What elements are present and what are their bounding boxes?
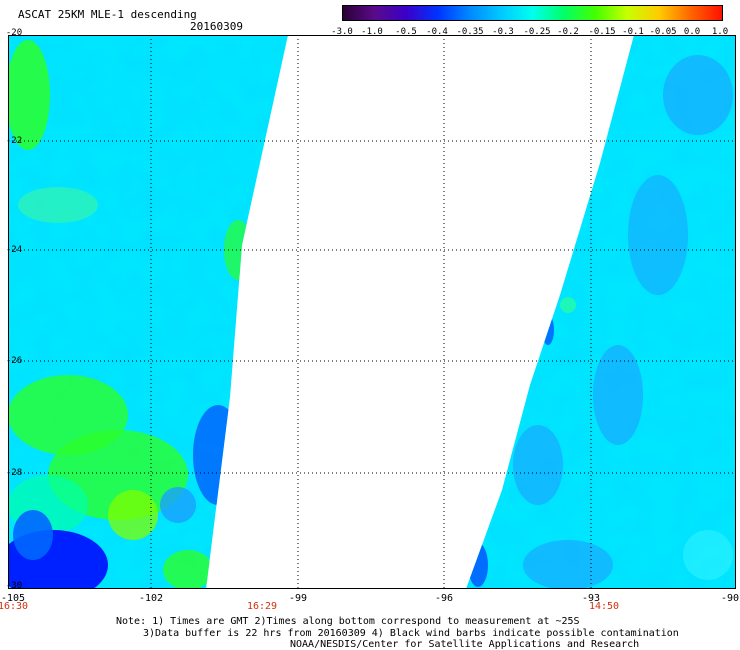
time-label: 14:50 (588, 601, 620, 612)
map-frame (8, 35, 736, 589)
note-line-2: 3)Data buffer is 22 hrs from 20160309 4)… (143, 628, 679, 639)
lat-label: -22 (5, 136, 23, 146)
product-title: ASCAT 25KM MLE-1 descending (18, 8, 197, 21)
left-swath (8, 35, 288, 589)
colorbar-tick: -0.5 (395, 27, 417, 37)
lon-label: -96 (434, 593, 454, 604)
colorbar-tick: -0.15 (588, 27, 616, 37)
lat-label: -28 (5, 468, 23, 478)
note-line-3: NOAA/NESDIS/Center for Satellite Applica… (290, 639, 640, 650)
right-swath (466, 35, 736, 589)
time-label: 16:30 (0, 601, 29, 612)
swath-map (8, 35, 736, 589)
colorbar-tick: -0.05 (649, 27, 677, 37)
colorbar-tick: 0.0 (683, 27, 701, 37)
grid-lines (8, 35, 736, 589)
colorbar-tick: -0.2 (557, 27, 579, 37)
lat-label: -20 (5, 28, 23, 38)
colorbar-tick: -1.0 (361, 27, 383, 37)
colorbar-tick: -3.0 (331, 27, 353, 37)
colorbar-tick: -0.35 (456, 27, 484, 37)
lon-label: -99 (288, 593, 308, 604)
note-line-1: Note: 1) Times are GMT 2)Times along bot… (116, 616, 580, 627)
lat-label: -30 (5, 581, 23, 591)
colorbar-tick: -0.25 (523, 27, 551, 37)
colorbar-tick: -0.1 (622, 27, 644, 37)
lat-label: -26 (5, 356, 23, 366)
lat-label: -24 (5, 245, 23, 255)
colorbar-tick: -0.4 (426, 27, 448, 37)
time-label: 16:29 (246, 601, 278, 612)
colorbar (342, 5, 723, 21)
lon-label: -90 (720, 593, 740, 604)
lon-label: -105 (0, 593, 26, 604)
colorbar-tick: 1.0 (711, 27, 729, 37)
product-date: 20160309 (190, 20, 243, 33)
lon-label: -102 (138, 593, 164, 604)
lon-label: -93 (581, 593, 601, 604)
colorbar-tick: -0.3 (492, 27, 514, 37)
